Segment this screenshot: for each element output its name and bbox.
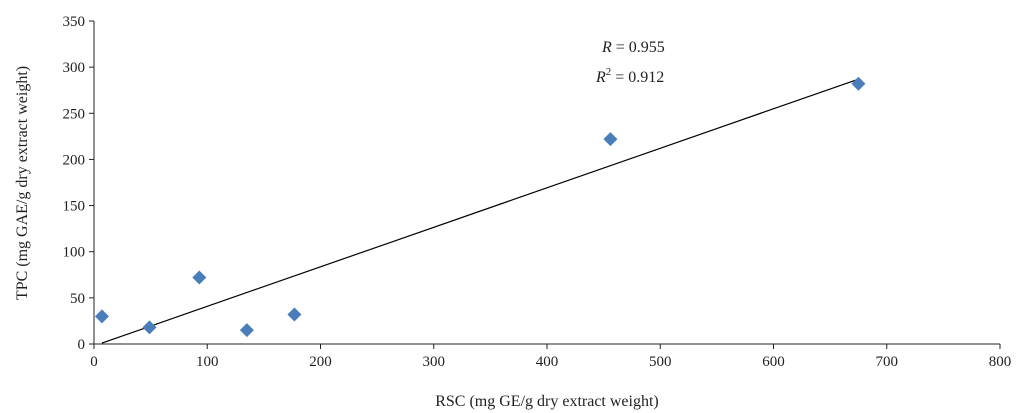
r-symbol: R bbox=[601, 39, 612, 56]
y-tick-label: 350 bbox=[63, 14, 86, 30]
x-ticks: 0 100 200 300 400 500 600 700 800 bbox=[90, 344, 1011, 370]
r-value: = 0.955 bbox=[612, 39, 665, 56]
data-point bbox=[603, 132, 618, 147]
x-tick-label: 200 bbox=[309, 354, 332, 370]
points-layer bbox=[94, 76, 866, 338]
data-point bbox=[287, 307, 302, 322]
y-tick-label: 250 bbox=[63, 106, 86, 122]
y-tick-label: 150 bbox=[63, 199, 86, 215]
y-tick-label: 300 bbox=[63, 60, 86, 76]
r2-exponent: 2 bbox=[606, 66, 612, 78]
data-point bbox=[192, 270, 207, 285]
data-point bbox=[142, 320, 157, 335]
x-tick-label: 600 bbox=[762, 354, 785, 370]
y-tick-label: 50 bbox=[70, 291, 85, 307]
x-tick-label: 100 bbox=[196, 354, 219, 370]
data-point bbox=[94, 309, 109, 324]
x-axis-label: RSC (mg GE/g dry extract weight) bbox=[435, 393, 659, 410]
axes bbox=[93, 21, 1000, 345]
r2-value: = 0.912 bbox=[611, 69, 664, 86]
x-tick-label: 400 bbox=[536, 354, 559, 370]
y-tick-label: 200 bbox=[63, 152, 86, 168]
y-tick-label: 0 bbox=[78, 337, 86, 353]
y-axis-label: TPC (mg GAE/g dry extract weight) bbox=[14, 66, 31, 300]
r-annotation: R = 0.955 bbox=[601, 39, 665, 56]
x-tick-label: 500 bbox=[649, 354, 672, 370]
r2-symbol: R bbox=[595, 69, 606, 86]
data-point bbox=[239, 323, 254, 338]
x-tick-label: 0 bbox=[90, 354, 98, 370]
x-tick-label: 700 bbox=[876, 354, 899, 370]
trendline-layer bbox=[101, 78, 859, 344]
y-ticks: 0 50 100 150 200 250 300 350 bbox=[63, 14, 94, 353]
x-tick-label: 800 bbox=[989, 354, 1012, 370]
trendline bbox=[101, 78, 859, 344]
y-tick-label: 100 bbox=[63, 245, 86, 261]
x-tick-label: 300 bbox=[423, 354, 446, 370]
correlation-annotation: R = 0.955 R2 = 0.912 bbox=[595, 39, 665, 86]
data-point bbox=[851, 76, 866, 91]
r2-annotation: R2 = 0.912 bbox=[595, 66, 664, 86]
